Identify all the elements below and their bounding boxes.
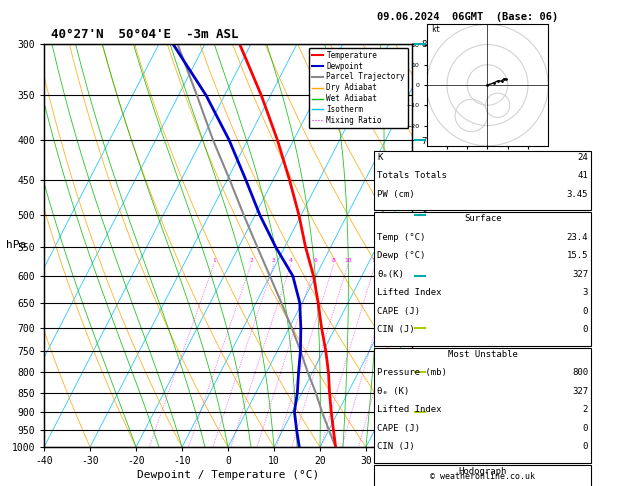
Text: hPa: hPa <box>6 241 26 250</box>
Text: 15.5: 15.5 <box>567 251 588 260</box>
Text: 3.45: 3.45 <box>567 190 588 199</box>
Text: 41: 41 <box>577 171 588 180</box>
Text: θₑ(K): θₑ(K) <box>377 270 404 279</box>
Text: CIN (J): CIN (J) <box>377 442 415 451</box>
Y-axis label: km
ASL: km ASL <box>434 235 452 256</box>
Text: 4: 4 <box>289 258 292 262</box>
Text: 2: 2 <box>582 405 588 415</box>
Text: Most Unstable: Most Unstable <box>448 350 518 359</box>
Text: 0: 0 <box>582 442 588 451</box>
Text: Temp (°C): Temp (°C) <box>377 233 426 242</box>
Text: 2: 2 <box>249 258 253 262</box>
Text: CAPE (J): CAPE (J) <box>377 307 420 316</box>
Text: Totals Totals: Totals Totals <box>377 171 447 180</box>
Text: 8: 8 <box>331 258 335 262</box>
Text: 3: 3 <box>272 258 276 262</box>
Text: θₑ (K): θₑ (K) <box>377 387 409 396</box>
Text: PW (cm): PW (cm) <box>377 190 415 199</box>
Text: 0: 0 <box>582 325 588 334</box>
Text: 0: 0 <box>582 424 588 433</box>
Text: Pressure (mb): Pressure (mb) <box>377 368 447 378</box>
Text: 327: 327 <box>572 270 588 279</box>
Text: 09.06.2024  06GMT  (Base: 06): 09.06.2024 06GMT (Base: 06) <box>377 12 559 22</box>
Text: Surface: Surface <box>464 214 501 224</box>
Text: © weatheronline.co.uk: © weatheronline.co.uk <box>430 472 535 481</box>
Text: K: K <box>377 153 383 162</box>
Text: 20: 20 <box>391 258 399 262</box>
Text: 40°27'N  50°04'E  -3m ASL: 40°27'N 50°04'E -3m ASL <box>52 28 239 41</box>
Text: Lifted Index: Lifted Index <box>377 288 442 297</box>
Text: Hodograph: Hodograph <box>459 467 507 476</box>
Text: 23.4: 23.4 <box>567 233 588 242</box>
Text: 15: 15 <box>371 258 379 262</box>
Text: 1LCL: 1LCL <box>420 409 439 418</box>
X-axis label: Dewpoint / Temperature (°C): Dewpoint / Temperature (°C) <box>137 470 319 480</box>
Text: CIN (J): CIN (J) <box>377 325 415 334</box>
Text: 24: 24 <box>577 153 588 162</box>
Text: 327: 327 <box>572 387 588 396</box>
Text: 0: 0 <box>582 307 588 316</box>
Text: CAPE (J): CAPE (J) <box>377 424 420 433</box>
Text: 3: 3 <box>582 288 588 297</box>
Text: 800: 800 <box>572 368 588 378</box>
Legend: Temperature, Dewpoint, Parcel Trajectory, Dry Adiabat, Wet Adiabat, Isotherm, Mi: Temperature, Dewpoint, Parcel Trajectory… <box>309 48 408 128</box>
Text: 6: 6 <box>314 258 318 262</box>
Text: 1: 1 <box>212 258 216 262</box>
Text: Lifted Index: Lifted Index <box>377 405 442 415</box>
Text: kt: kt <box>431 25 440 35</box>
Text: 10: 10 <box>344 258 352 262</box>
Text: Dewp (°C): Dewp (°C) <box>377 251 426 260</box>
